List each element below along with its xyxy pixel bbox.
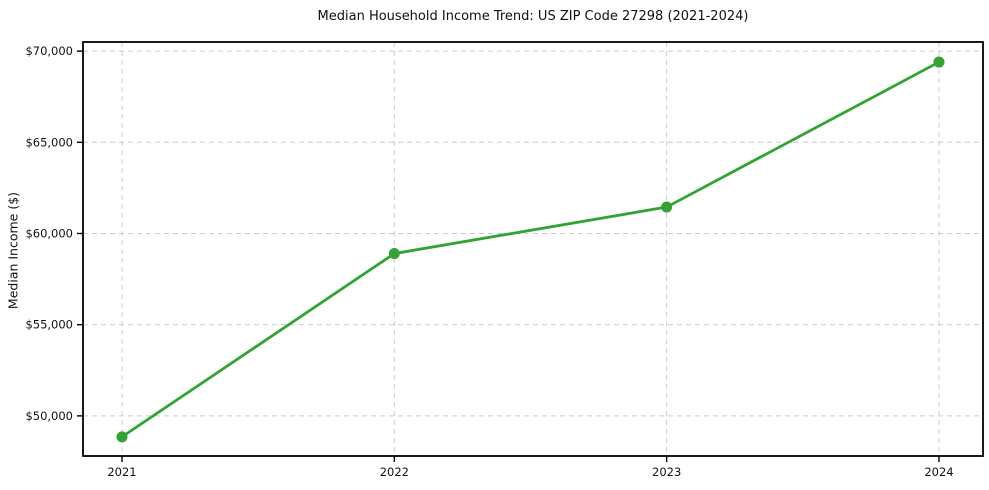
y-tick-label: $70,000 (25, 44, 73, 58)
data-point-2023 (661, 201, 673, 213)
x-tick-label: 2021 (107, 465, 136, 479)
y-axis-label: Median Income ($) (5, 191, 21, 310)
income-line (120, 60, 941, 439)
x-tick-label: 2022 (380, 465, 409, 479)
y-tick-label: $60,000 (25, 226, 73, 240)
data-point-2022 (388, 248, 400, 260)
y-tick-label: $50,000 (25, 409, 73, 423)
data-point-2021 (116, 431, 128, 443)
chart-title: Median Household Income Trend: US ZIP Co… (317, 9, 749, 24)
x-tick-label: 2023 (652, 465, 681, 479)
y-tick-label: $65,000 (25, 135, 73, 149)
y-tick-label: $55,000 (25, 318, 73, 332)
x-tick-label: 2024 (924, 465, 953, 479)
axis-frame (82, 41, 984, 457)
data-point-2024 (933, 56, 945, 68)
